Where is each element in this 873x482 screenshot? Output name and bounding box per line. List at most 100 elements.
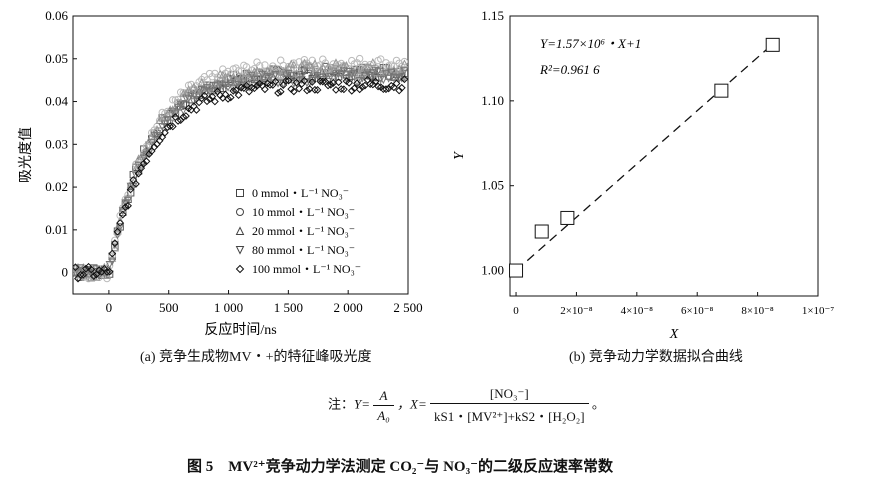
chart-a-point: [284, 69, 293, 78]
chart-a-point: [316, 77, 325, 86]
chart-a-point: [266, 73, 275, 82]
chart-a-point: [211, 69, 219, 78]
chart-a-point: [392, 79, 401, 88]
chart-a-legend-marker: [236, 208, 244, 216]
chart-a-point: [192, 106, 201, 114]
chart-a-point: [250, 67, 259, 76]
chart-a-point: [105, 267, 114, 276]
chart-a-point: [155, 132, 164, 141]
chart-a-ytick-label: 0.04: [45, 94, 68, 109]
chart-a-point: [400, 59, 408, 68]
chart-a-ytick-label: 0.06: [45, 8, 68, 23]
chart-a-legend-label: 10 mmol・L⁻¹ NO₃⁻: [252, 205, 355, 219]
chart-a-point: [292, 78, 301, 87]
chart-a-point: [395, 86, 404, 95]
chart-a-point: [310, 59, 319, 68]
chart-a-point: [324, 81, 332, 90]
chart-b-xtick-label: 8×10⁻⁸: [741, 305, 774, 317]
chart-a-point: [350, 70, 359, 79]
chart-a-point: [276, 87, 285, 96]
chart-a-point: [289, 87, 298, 96]
chart-a-point: [221, 81, 230, 90]
chart-a-point: [366, 80, 375, 88]
chart-a-point: [319, 55, 327, 63]
chart-a-point: [166, 122, 175, 131]
chart-a-point: [374, 67, 383, 76]
chart-a-point: [289, 60, 298, 69]
chart-a-point: [253, 81, 261, 90]
chart-a-xtick-label: 2 500: [393, 300, 422, 315]
chart-a-point: [358, 83, 367, 91]
caption-a: (a) 竞争生成物MV・+的特征峰吸光度: [140, 350, 372, 365]
chart-a-point: [234, 91, 243, 100]
chart-a-point: [121, 203, 130, 212]
chart-a-point: [376, 75, 385, 84]
chart-a-point: [318, 77, 327, 86]
chart-a-point: [308, 78, 317, 86]
chart-a-point: [108, 252, 116, 260]
chart-b-r2: R²=0.961 6: [539, 62, 600, 77]
chart-a-point: [82, 264, 90, 273]
chart-a-point: [132, 180, 140, 188]
chart-a-point: [169, 96, 177, 104]
chart-a-point: [150, 143, 159, 151]
chart-a-point: [326, 80, 335, 89]
chart-b-equation: Y=1.57×10⁶・X+1: [540, 36, 641, 51]
chart-a-point: [284, 76, 293, 85]
chart-b-point: [765, 37, 780, 52]
chart-a-point: [118, 210, 127, 219]
chart-a-xtick-label: 1 500: [274, 300, 303, 315]
chart-a-point: [339, 67, 348, 76]
chart-a-point: [224, 83, 233, 92]
chart-a-point: [205, 95, 214, 103]
chart-a-point: [368, 80, 377, 89]
chart-a-ytick-label: 0: [62, 265, 69, 280]
chart-b-point: [509, 263, 524, 278]
fraction-y: A A₀: [373, 388, 394, 424]
fraction-y-denominator: A₀: [377, 407, 390, 423]
chart-a-point: [397, 65, 406, 74]
chart-a-point: [337, 85, 346, 93]
chart-a-frame: [72, 15, 409, 295]
chart-a-point: [210, 82, 219, 91]
chart-a-point: [108, 257, 117, 266]
chart-a-point: [311, 85, 319, 94]
chart-a-legend-marker: [235, 226, 245, 235]
chart-a-point: [116, 219, 125, 227]
chart-a-point: [384, 74, 393, 83]
chart-a-point: [353, 65, 362, 74]
chart-b-kinetics-fit: 1.00 1.05 1.10 1.15 0 2×10⁻⁸ 4×10⁻⁸ 6×10⁻⁸ 8×10⁻…: [452, 8, 834, 342]
chart-a-point: [208, 92, 217, 101]
chart-a-ylabel: 吸光度值: [18, 127, 34, 183]
chart-a-point: [350, 67, 359, 76]
chart-a-xlabel: 反应时间/ns: [204, 321, 276, 338]
chart-a-point: [371, 66, 380, 75]
chart-a-point: [168, 122, 177, 131]
chart-a-point: [142, 157, 151, 166]
chart-a-point: [271, 77, 280, 86]
chart-a-legend-marker: [235, 264, 245, 274]
chart-a-point: [182, 112, 190, 120]
chart-a-point: [397, 74, 406, 83]
chart-a-point: [145, 136, 154, 145]
chart-a-point: [87, 269, 96, 278]
chart-a-point: [379, 76, 388, 85]
chart-a-point: [110, 243, 119, 252]
chart-a-point: [374, 82, 382, 91]
chart-a-point: [300, 76, 309, 85]
fraction-y-numerator: A: [373, 388, 394, 406]
chart-a-point: [342, 75, 351, 84]
chart-a-point: [81, 270, 90, 279]
chart-a-point: [303, 86, 311, 95]
chart-a-point: [158, 123, 167, 132]
chart-a-point: [274, 89, 282, 97]
chart-a-point: [176, 100, 185, 109]
note-y-eq: Y=: [354, 396, 371, 412]
chart-a-point: [126, 180, 135, 189]
chart-a-point: [210, 97, 219, 106]
chart-a-point: [160, 128, 169, 137]
chart-a-point: [116, 211, 124, 220]
chart-a-point: [232, 86, 240, 95]
chart-a-point: [397, 83, 406, 92]
chart-b-xtick-label: 2×10⁻⁸: [560, 305, 593, 317]
